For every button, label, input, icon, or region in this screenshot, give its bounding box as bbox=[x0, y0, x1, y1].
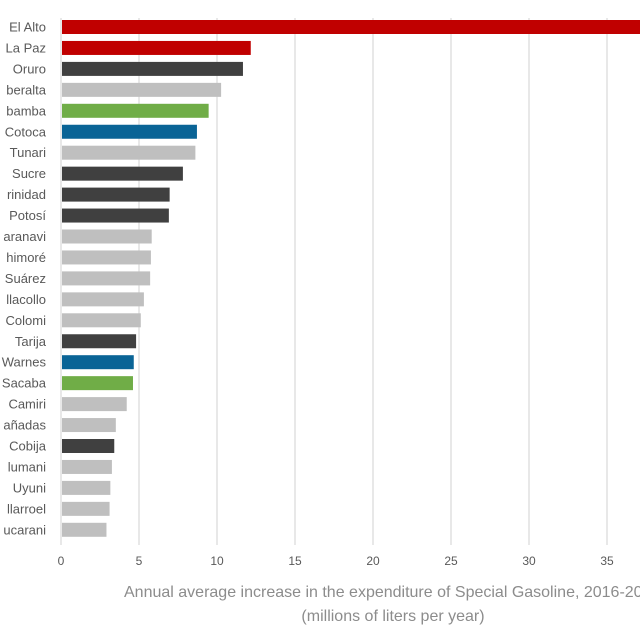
category-label: lumani bbox=[8, 459, 46, 474]
category-label: Colomi bbox=[6, 313, 47, 328]
bars bbox=[62, 20, 640, 537]
category-label: Potosí bbox=[9, 208, 46, 223]
bar bbox=[62, 418, 116, 433]
bar bbox=[62, 208, 169, 223]
bar bbox=[62, 313, 141, 328]
x-tick-label: 25 bbox=[444, 554, 458, 568]
bar bbox=[62, 229, 152, 244]
category-label: Camiri bbox=[8, 397, 46, 412]
x-tick-label: 5 bbox=[136, 554, 143, 568]
category-label: La Paz bbox=[6, 40, 46, 55]
category-label: Uyuni bbox=[13, 480, 46, 495]
bar bbox=[62, 250, 151, 265]
bar bbox=[62, 124, 197, 139]
bar bbox=[62, 376, 133, 391]
x-tick-label: 15 bbox=[288, 554, 302, 568]
bar bbox=[62, 82, 222, 97]
bar bbox=[62, 334, 137, 349]
category-label: añadas bbox=[3, 418, 46, 433]
x-tick-label: 35 bbox=[600, 554, 614, 568]
category-label: Sacaba bbox=[2, 376, 47, 391]
bar bbox=[62, 40, 251, 55]
x-axis-title: Annual average increase in the expenditu… bbox=[124, 584, 640, 601]
bar bbox=[62, 397, 127, 412]
category-label: bamba bbox=[6, 103, 47, 118]
x-tick-label: 10 bbox=[210, 554, 224, 568]
bar bbox=[62, 522, 107, 537]
category-label: Sucre bbox=[12, 166, 46, 181]
bar bbox=[62, 187, 170, 202]
category-label: Oruro bbox=[13, 61, 46, 76]
x-tick-labels: 0 5 10 15 20 25 30 35 bbox=[58, 554, 614, 568]
bar bbox=[62, 20, 640, 34]
bar bbox=[62, 271, 151, 286]
category-label: rinidad bbox=[7, 187, 46, 202]
category-label: aranavi bbox=[3, 229, 46, 244]
category-label: llacollo bbox=[6, 292, 46, 307]
category-label: Tunari bbox=[10, 145, 46, 160]
category-label: Cobija bbox=[9, 439, 47, 454]
category-label: ucarani bbox=[3, 522, 46, 537]
bar bbox=[62, 166, 183, 181]
bar bbox=[62, 439, 115, 453]
category-label: Suárez bbox=[5, 271, 46, 286]
x-tick-label: 0 bbox=[58, 554, 65, 568]
category-labels: El Alto La Paz Oruro beralta bamba Cotoca Tuna… bbox=[2, 20, 47, 538]
x-tick-label: 30 bbox=[522, 554, 536, 568]
x-tick-label: 20 bbox=[366, 554, 380, 568]
category-label: llarroel bbox=[7, 501, 46, 516]
bar bbox=[62, 103, 209, 118]
bar bbox=[62, 501, 110, 516]
category-label: Cotoca bbox=[5, 124, 47, 139]
category-label: Warnes bbox=[2, 355, 47, 370]
bar bbox=[62, 355, 134, 370]
category-label: Tarija bbox=[15, 334, 47, 349]
bar bbox=[62, 480, 111, 495]
bar bbox=[62, 145, 196, 160]
category-label: beralta bbox=[6, 82, 47, 97]
bar bbox=[62, 61, 243, 76]
x-axis-title-units: (millions of liters per year) bbox=[301, 608, 484, 625]
bar bbox=[62, 292, 144, 307]
category-label: El Alto bbox=[9, 20, 46, 35]
bar bbox=[62, 459, 112, 474]
category-label: himoré bbox=[6, 250, 46, 265]
